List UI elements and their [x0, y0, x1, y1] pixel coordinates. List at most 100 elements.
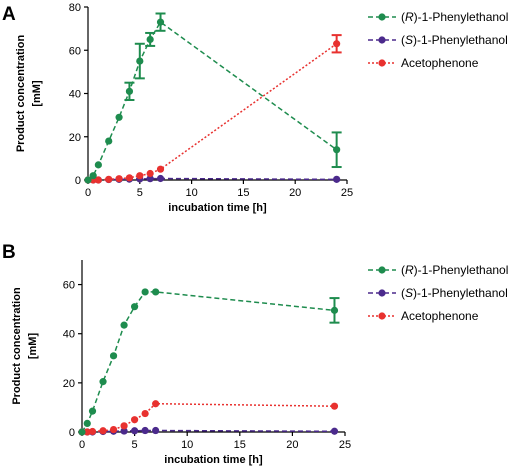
data-point-2	[333, 40, 341, 48]
data-point-2	[94, 176, 102, 184]
legend-swatch-marker	[378, 36, 386, 44]
y-axis-label: Product concentration [mM]	[15, 35, 43, 153]
series-line-2	[82, 402, 335, 433]
series-line-2	[88, 43, 338, 181]
x-tick-label: 15	[237, 187, 249, 199]
data-point-2	[125, 174, 134, 182]
data-point-0	[146, 35, 154, 44]
x-tick-label: 0	[79, 439, 85, 451]
data-point-2	[131, 416, 139, 424]
y-tick-label: 40	[63, 329, 75, 341]
legend-label: Acetophenone	[401, 56, 479, 70]
legend-rest: )-1-Phenylethanol	[414, 10, 509, 24]
data-point-2	[330, 402, 339, 410]
data-point-0	[330, 306, 339, 314]
legend-config: R	[405, 10, 414, 24]
y-tick-label: 20	[69, 132, 81, 144]
legend-swatch-marker	[378, 266, 386, 274]
legend-rest: )-1-Phenylethanol	[413, 286, 508, 300]
x-tick-label: 20	[289, 187, 301, 199]
data-point-0	[152, 288, 160, 296]
data-point-1	[141, 426, 149, 435]
x-tick-label: 5	[132, 439, 138, 451]
data-point-0	[156, 18, 165, 26]
data-point-2	[152, 400, 160, 408]
data-point-0	[136, 57, 144, 65]
legend-config: S	[405, 33, 413, 47]
data-point-0	[88, 407, 97, 415]
x-axis-label: incubation time [h]	[164, 454, 263, 466]
x-tick-label: 5	[137, 187, 143, 199]
data-point-0	[125, 87, 134, 95]
legend-paren-open: (	[401, 263, 405, 277]
y-tick-label: 40	[69, 89, 81, 101]
data-point-2	[146, 169, 154, 178]
series-line-0	[87, 21, 338, 181]
y-tick-label: 80	[69, 2, 81, 14]
legend-label: Acetophenone	[401, 309, 479, 323]
series-line-1	[88, 177, 337, 181]
y-axis-label-unit: [mM]	[31, 80, 43, 107]
legend-swatch-marker	[378, 59, 386, 67]
panel-letter: B	[2, 242, 16, 263]
series-line-1	[82, 429, 335, 433]
data-point-1	[152, 426, 160, 435]
legend-label: (S)-1-Phenylethanol	[401, 33, 508, 47]
data-point-1	[146, 175, 154, 183]
data-point-0	[109, 352, 118, 360]
legend-swatch-marker	[378, 312, 386, 320]
legend-label: (R)-1-Phenylethanol	[401, 263, 508, 277]
x-tick-label: 10	[181, 439, 193, 451]
x-tick-label: 10	[185, 187, 197, 199]
y-axis-label-line: Product concentration	[11, 287, 23, 405]
data-point-1	[333, 175, 341, 183]
data-point-2	[99, 427, 107, 435]
data-point-2	[83, 428, 91, 436]
data-point-0	[131, 303, 139, 311]
data-point-1	[156, 174, 165, 183]
data-point-1	[120, 427, 128, 435]
panel-a: A 0 20 40 60 80 0 5 10 15 20 25 incubation time [h] P…	[2, 2, 508, 214]
data-point-1	[131, 427, 139, 435]
data-point-2	[136, 172, 144, 180]
x-tick-label: 25	[339, 439, 351, 451]
x-tick-label: 15	[234, 439, 246, 451]
data-point-0	[105, 137, 113, 145]
legend-paren-open: (	[401, 286, 405, 300]
legend-rest: )-1-Phenylethanol	[414, 263, 509, 277]
data-point-0	[84, 176, 92, 184]
data-point-2	[105, 175, 113, 183]
legend-paren-open: (	[401, 33, 405, 47]
data-point-2	[88, 427, 97, 436]
legend-label: (S)-1-Phenylethanol	[401, 286, 508, 300]
data-point-2	[120, 422, 128, 430]
y-tick-label: 60	[69, 45, 81, 57]
x-tick-label: 20	[286, 439, 298, 451]
y-axis-label-line: Product concentration	[15, 35, 27, 153]
y-axis-label: Product concentration [mM]	[11, 287, 39, 405]
data-point-2	[156, 165, 165, 173]
data-point-0	[120, 321, 128, 329]
x-tick-label: 25	[341, 187, 353, 199]
legend-paren-open: (	[401, 10, 405, 24]
y-tick-label: 60	[63, 280, 75, 292]
data-point-1	[330, 427, 339, 435]
data-point-0	[83, 419, 91, 427]
panel-b: B 0 20 40 60 0 5 10 15 20 25 incubation time [h] Pro…	[2, 242, 508, 466]
data-point-0	[115, 113, 123, 121]
y-tick-label: 20	[63, 378, 75, 390]
series-line-0	[81, 291, 335, 433]
data-point-0	[141, 288, 149, 296]
data-point-2	[141, 409, 149, 418]
x-tick-label: 0	[85, 187, 91, 199]
data-point-0	[99, 378, 107, 386]
x-axis-label: incubation time [h]	[168, 202, 267, 214]
legend-config: S	[405, 286, 413, 300]
legend-swatch-marker	[378, 289, 386, 297]
y-tick-label: 0	[69, 427, 75, 439]
data-point-2	[109, 425, 118, 434]
data-point-0	[78, 428, 86, 436]
y-tick-label: 0	[75, 175, 81, 187]
data-point-0	[333, 146, 341, 154]
